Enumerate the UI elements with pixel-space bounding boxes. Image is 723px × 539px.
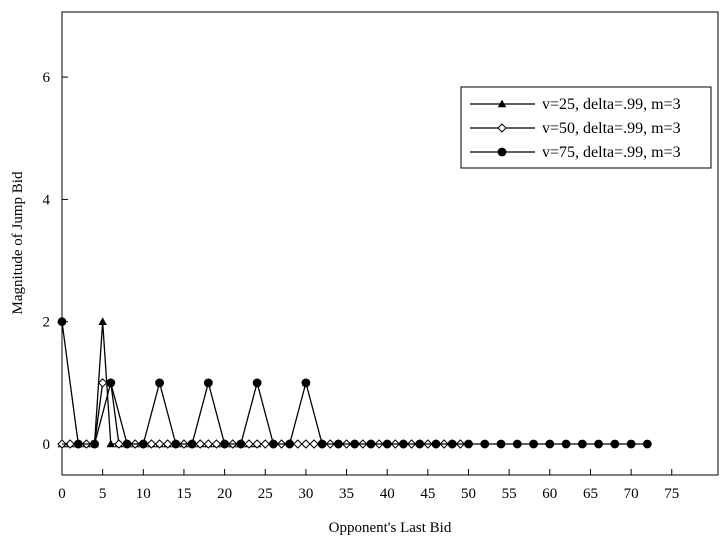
- y-tick-label: 6: [43, 70, 51, 86]
- x-tick-label: 0: [58, 486, 66, 502]
- x-tick-label: 20: [217, 486, 232, 502]
- series-3-point: [285, 439, 295, 449]
- x-tick-label: 70: [624, 486, 639, 502]
- x-tick-label: 75: [664, 486, 679, 502]
- series-2-point: [252, 439, 262, 449]
- legend-label-1: v=25, delta=.99, m=3: [542, 96, 681, 113]
- series-layer: [57, 317, 652, 449]
- y-axis-label: Magnitude of Jump Bid: [10, 171, 26, 314]
- series-3-point: [529, 439, 538, 449]
- series-1-point: [106, 439, 116, 448]
- series-2-point: [301, 439, 311, 449]
- series-2-point: [65, 439, 75, 449]
- series-2-point: [293, 439, 303, 449]
- legend-label-2: v=50, delta=.99, m=3: [542, 120, 681, 137]
- series-3-point: [171, 439, 181, 449]
- legend: v=25, delta=.99, m=3 v=50, delta=.99, m=3…: [460, 86, 712, 169]
- series-2-point: [309, 439, 319, 449]
- legend-marker-2: [497, 123, 507, 133]
- series-3-point: [642, 439, 652, 449]
- series-3-point: [431, 439, 441, 449]
- series-3-point: [512, 439, 522, 449]
- legend-marker-3: [497, 147, 507, 157]
- series-2-point: [162, 439, 173, 449]
- series-2-point: [195, 439, 205, 449]
- x-tick-label: 25: [258, 486, 273, 502]
- series-3-point: [545, 439, 555, 449]
- x-tick-label: 50: [461, 486, 476, 502]
- series-3-point: [236, 439, 246, 449]
- x-axis-label: Opponent's Last Bid: [329, 520, 452, 536]
- x-tick-label: 45: [420, 486, 435, 502]
- series-3-point: [220, 439, 230, 449]
- series-2-point: [146, 439, 157, 449]
- series-3-point: [415, 439, 425, 449]
- series-3-point: [187, 439, 197, 449]
- series-3-point: [122, 439, 132, 449]
- y-tick-label: 0: [43, 437, 51, 453]
- series-3: [57, 317, 652, 449]
- series-2-point: [203, 439, 214, 449]
- series-3-point: [138, 439, 148, 449]
- series-3-point: [399, 439, 408, 449]
- series-3-point: [334, 439, 343, 449]
- series-3-point: [496, 439, 506, 449]
- series-3-point: [268, 439, 278, 449]
- series-2-point: [244, 439, 254, 449]
- series-3-point: [203, 378, 213, 388]
- x-tick-label: 60: [542, 486, 557, 502]
- series-3-point: [382, 439, 392, 449]
- series-2-point: [97, 378, 108, 388]
- series-3-point: [155, 378, 164, 388]
- series-3-point: [301, 378, 311, 388]
- legend-marker-1: [497, 99, 507, 108]
- series-1-point: [98, 317, 107, 325]
- series-3-point: [317, 439, 327, 449]
- x-tick-label: 10: [136, 486, 151, 502]
- series-2-point: [114, 439, 124, 449]
- series-3-point: [594, 439, 603, 449]
- x-tick-label: 30: [298, 486, 313, 502]
- series-3-point: [350, 439, 360, 449]
- ticks-layer: 0 5 10 15 20 25 30 35 40 45 50 55 60 65 70 75 0 2 4 6: [43, 70, 680, 502]
- series-3-point: [90, 439, 99, 449]
- series-2-point: [260, 439, 270, 449]
- series-3-point: [366, 439, 376, 449]
- series-3-point: [252, 378, 262, 388]
- series-3-point: [464, 439, 473, 449]
- series-3-point: [577, 439, 587, 449]
- series-3-point: [561, 439, 571, 449]
- x-tick-label: 55: [502, 486, 517, 502]
- x-tick-label: 15: [176, 486, 191, 502]
- x-tick-label: 35: [339, 486, 354, 502]
- x-tick-label: 65: [583, 486, 598, 502]
- x-tick-label: 5: [99, 486, 107, 502]
- series-2-point: [154, 439, 165, 449]
- series-3-line: [61, 321, 648, 445]
- y-tick-label: 4: [43, 192, 51, 208]
- y-tick-label: 2: [43, 315, 51, 331]
- series-3-point: [447, 439, 457, 449]
- x-tick-label: 40: [380, 486, 395, 502]
- series-3-point: [73, 439, 83, 449]
- series-3-point: [626, 439, 636, 449]
- series-3-point: [106, 378, 116, 388]
- series-2-line: [62, 382, 461, 445]
- series-2-point: [211, 439, 222, 449]
- series-3-point: [480, 439, 490, 449]
- plot-frame: [61, 11, 719, 476]
- series-3-point: [610, 439, 620, 449]
- legend-label-3: v=75, delta=.99, m=3: [542, 144, 681, 161]
